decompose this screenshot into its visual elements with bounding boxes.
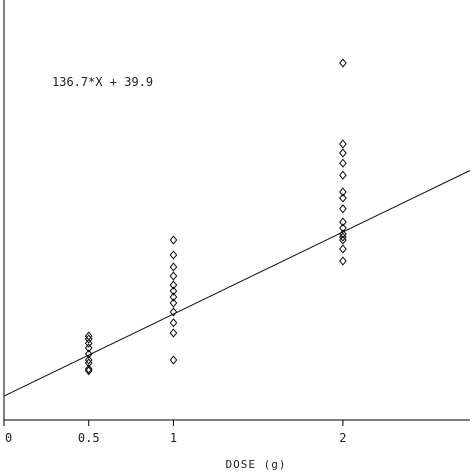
- data-point-diamond: [169, 262, 178, 272]
- data-point-diamond: [339, 244, 347, 254]
- axes: [3, 0, 470, 421]
- data-point-diamond: [339, 223, 347, 233]
- data-point-diamond: [339, 170, 347, 180]
- data-point-diamond: [169, 271, 178, 281]
- x-ticks: 0 0.5 1 2: [3, 420, 347, 445]
- data-point-diamond: [169, 355, 178, 365]
- data-point-diamond: [169, 286, 178, 296]
- data-point-diamond: [339, 217, 347, 227]
- x-axis-label: DOSE (g): [226, 458, 287, 471]
- data-point-diamond: [339, 187, 347, 197]
- data-point-diamond: [339, 58, 347, 68]
- data-point-diamond: [339, 158, 347, 168]
- data-point-diamond: [339, 232, 347, 242]
- data-point-diamond: [169, 328, 178, 338]
- data-point-diamond: [169, 235, 178, 245]
- data-point-diamond: [84, 338, 93, 348]
- data-point-diamond: [339, 256, 347, 266]
- data-point-diamond: [169, 307, 178, 317]
- data-point-diamond: [84, 366, 93, 376]
- data-point-diamond: [339, 235, 347, 245]
- data-point-diamond: [84, 355, 93, 365]
- data-point-diamond: [84, 349, 93, 359]
- x-tick-label: 0.5: [78, 431, 100, 445]
- fit-line-group: [3, 170, 471, 397]
- x-tick-label: 0: [5, 431, 12, 445]
- data-point-diamond: [339, 193, 347, 203]
- data-point-diamond: [169, 250, 178, 260]
- regression-line: [3, 170, 471, 397]
- data-point-diamond: [339, 229, 347, 239]
- x-tick-label: 2: [339, 431, 346, 445]
- data-points: [84, 58, 347, 376]
- x-tick-label: 1: [170, 431, 177, 445]
- data-point-diamond: [169, 298, 178, 308]
- data-point-diamond: [339, 139, 347, 149]
- data-point-diamond: [339, 148, 347, 158]
- data-point-diamond: [84, 364, 93, 374]
- data-point-diamond: [84, 334, 93, 344]
- fit-equation-annotation: 136.7*X + 39.9: [52, 75, 153, 89]
- data-point-diamond: [169, 280, 178, 290]
- data-point-diamond: [169, 318, 178, 328]
- data-point-diamond: [169, 292, 178, 302]
- data-point-diamond: [339, 204, 347, 214]
- data-point-diamond: [84, 343, 93, 353]
